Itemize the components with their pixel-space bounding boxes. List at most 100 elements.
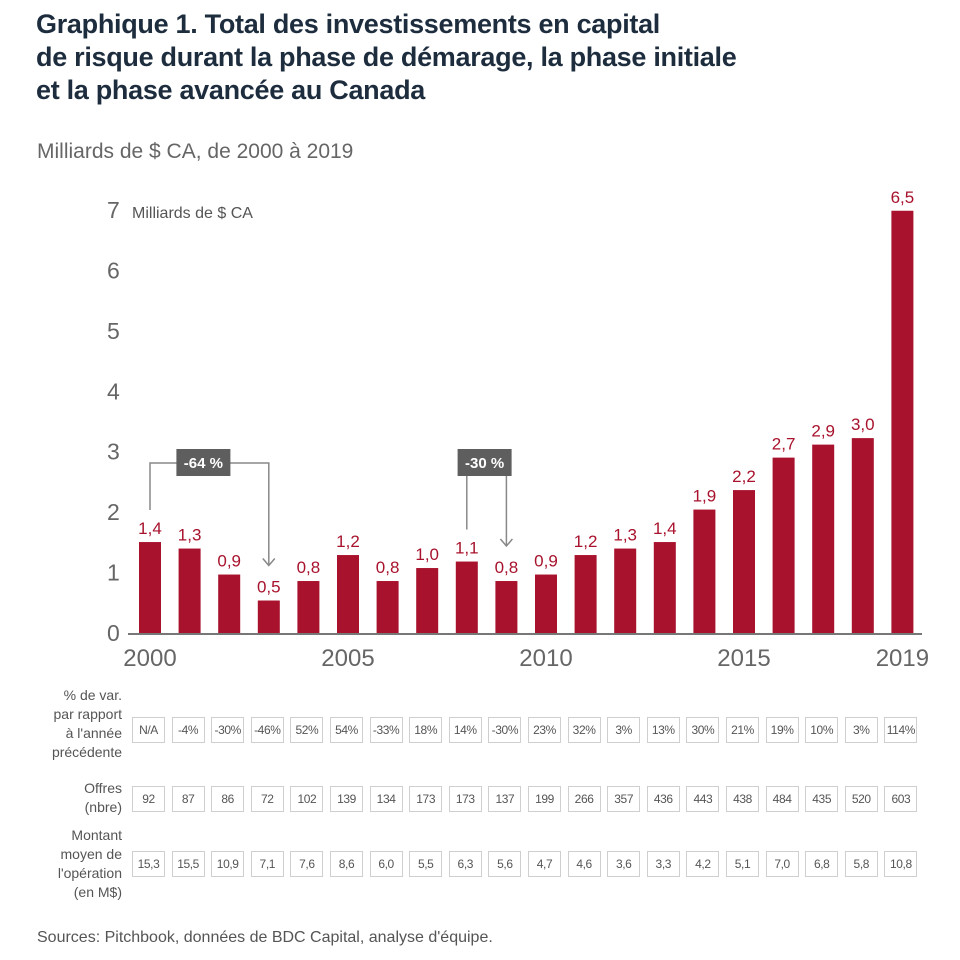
annotations: -64 % -30 % bbox=[149, 449, 513, 567]
row-label-line: à l'année bbox=[65, 725, 122, 741]
value-label: 1,4 bbox=[653, 519, 677, 538]
value-label: 0,9 bbox=[217, 552, 241, 571]
table-row-label: Offres (nbre) bbox=[84, 779, 122, 817]
table-cell: -30% bbox=[488, 717, 522, 743]
bar-2019 bbox=[891, 210, 914, 633]
table-row-label: Montant moyen de l'opération (en M$) bbox=[58, 826, 122, 902]
table-cell: 443 bbox=[686, 786, 720, 812]
table-cell: 6,3 bbox=[448, 851, 482, 877]
table-cell: 357 bbox=[607, 786, 641, 812]
table-cell: 3% bbox=[844, 717, 878, 743]
table-cell: 114% bbox=[884, 717, 918, 743]
bar-2003 bbox=[257, 600, 280, 633]
value-label: 1,2 bbox=[336, 532, 360, 551]
x-tick-label: 2005 bbox=[321, 645, 374, 672]
y-axis-ticks: 0 1 2 3 4 5 6 7 bbox=[107, 197, 120, 646]
bar-2005 bbox=[337, 555, 359, 633]
y-tick-label: 5 bbox=[107, 318, 120, 344]
x-tick-label: 2010 bbox=[519, 645, 572, 672]
chart-title: Graphique 1. Total des investissements e… bbox=[36, 8, 936, 107]
bar-2004 bbox=[297, 581, 320, 633]
row-label-line: (nbre) bbox=[84, 799, 122, 815]
table-cell: 72 bbox=[250, 786, 284, 812]
x-tick-label: 2015 bbox=[717, 645, 770, 672]
table-cell: 438 bbox=[726, 786, 759, 812]
value-label: 0,8 bbox=[376, 558, 400, 577]
table-cell: -46% bbox=[250, 717, 284, 743]
y-tick-label: 0 bbox=[107, 620, 120, 646]
table-cell: 173 bbox=[409, 786, 443, 812]
bar-2002 bbox=[218, 574, 241, 633]
annotation-box bbox=[176, 449, 231, 476]
x-tick-label: 2019 bbox=[876, 645, 929, 672]
table-cell: 8,6 bbox=[330, 851, 363, 877]
table-cell: -30% bbox=[211, 717, 245, 743]
table-cell: 7,6 bbox=[290, 851, 324, 877]
value-label: 0,9 bbox=[534, 552, 558, 571]
bar-2012 bbox=[614, 548, 637, 633]
table-cell: 102 bbox=[290, 786, 324, 812]
table-cell: 23% bbox=[528, 717, 561, 743]
table-cell: 5,1 bbox=[726, 851, 759, 877]
table-cell: -33% bbox=[369, 717, 403, 743]
table-cell: 173 bbox=[448, 786, 482, 812]
table-cell: 139 bbox=[330, 786, 363, 812]
table-cell: 436 bbox=[646, 786, 680, 812]
value-label: 1,4 bbox=[138, 519, 162, 538]
table-cell: 7,1 bbox=[250, 851, 284, 877]
y-tick-label: 4 bbox=[107, 378, 120, 404]
bar-2014 bbox=[693, 509, 716, 633]
table-cell: 3% bbox=[607, 717, 641, 743]
table-cell: 435 bbox=[805, 786, 839, 812]
table-cell: 137 bbox=[488, 786, 522, 812]
table-cell: 134 bbox=[369, 786, 403, 812]
annotation-line bbox=[149, 462, 270, 566]
table-cell: 18% bbox=[409, 717, 443, 743]
row-label-line: par rapport bbox=[53, 706, 122, 722]
row-label-line: (en M$) bbox=[73, 884, 122, 900]
bar-2008 bbox=[455, 561, 478, 633]
table-cell: 10,8 bbox=[884, 851, 918, 877]
bar-2016 bbox=[772, 457, 795, 633]
title-line-2: de risque durant la phase de démarage, l… bbox=[36, 42, 737, 72]
value-label: 1,0 bbox=[415, 545, 439, 564]
table-cell: 86 bbox=[211, 786, 245, 812]
bar-2007 bbox=[416, 568, 439, 633]
value-label: 2,7 bbox=[772, 435, 796, 454]
value-label: 2,9 bbox=[811, 422, 835, 441]
row-label-line: % de var. bbox=[63, 687, 122, 703]
arrow-down-icon bbox=[262, 558, 276, 567]
annotation-box bbox=[457, 449, 512, 476]
bar-2000 bbox=[139, 542, 161, 633]
y-axis-unit-label: Milliards de $ CA bbox=[132, 205, 253, 222]
table-cell: 5,8 bbox=[844, 851, 878, 877]
y-tick-label: 7 bbox=[107, 197, 120, 223]
value-label: 1,3 bbox=[178, 526, 202, 545]
bars bbox=[139, 210, 914, 633]
table-cell: 3,6 bbox=[607, 851, 641, 877]
bar-2010 bbox=[535, 574, 557, 633]
value-label: 0,8 bbox=[297, 558, 321, 577]
y-tick-label: 3 bbox=[107, 439, 120, 465]
table-cell: 603 bbox=[884, 786, 918, 812]
table-cell: 484 bbox=[765, 786, 799, 812]
table-cell: 4,7 bbox=[528, 851, 561, 877]
bar-2001 bbox=[178, 548, 201, 633]
table-cell: 92 bbox=[132, 786, 165, 812]
bar-2009 bbox=[495, 581, 518, 633]
bar-chart: 0 1 2 3 4 5 6 7 Milliards de $ CA 1,4 1,3 0,9 0,5 0… bbox=[107, 188, 929, 672]
value-label: 1,2 bbox=[574, 532, 598, 551]
table-cell: 5,6 bbox=[488, 851, 522, 877]
row-label-line: précédente bbox=[51, 744, 122, 760]
table-cell: 266 bbox=[567, 786, 601, 812]
table-cell: 15,3 bbox=[132, 851, 165, 877]
table-cell: 30% bbox=[686, 717, 720, 743]
table-cell: 6,0 bbox=[369, 851, 403, 877]
title-line-1: Graphique 1. Total des investissements e… bbox=[36, 9, 661, 39]
row-label-line: Montant bbox=[71, 827, 122, 843]
value-label: 0,5 bbox=[257, 578, 281, 597]
table-cell: 520 bbox=[844, 786, 878, 812]
change-annotation: -64 % bbox=[149, 449, 276, 567]
value-label: 1,1 bbox=[455, 539, 479, 558]
table-cell: 5,5 bbox=[409, 851, 443, 877]
